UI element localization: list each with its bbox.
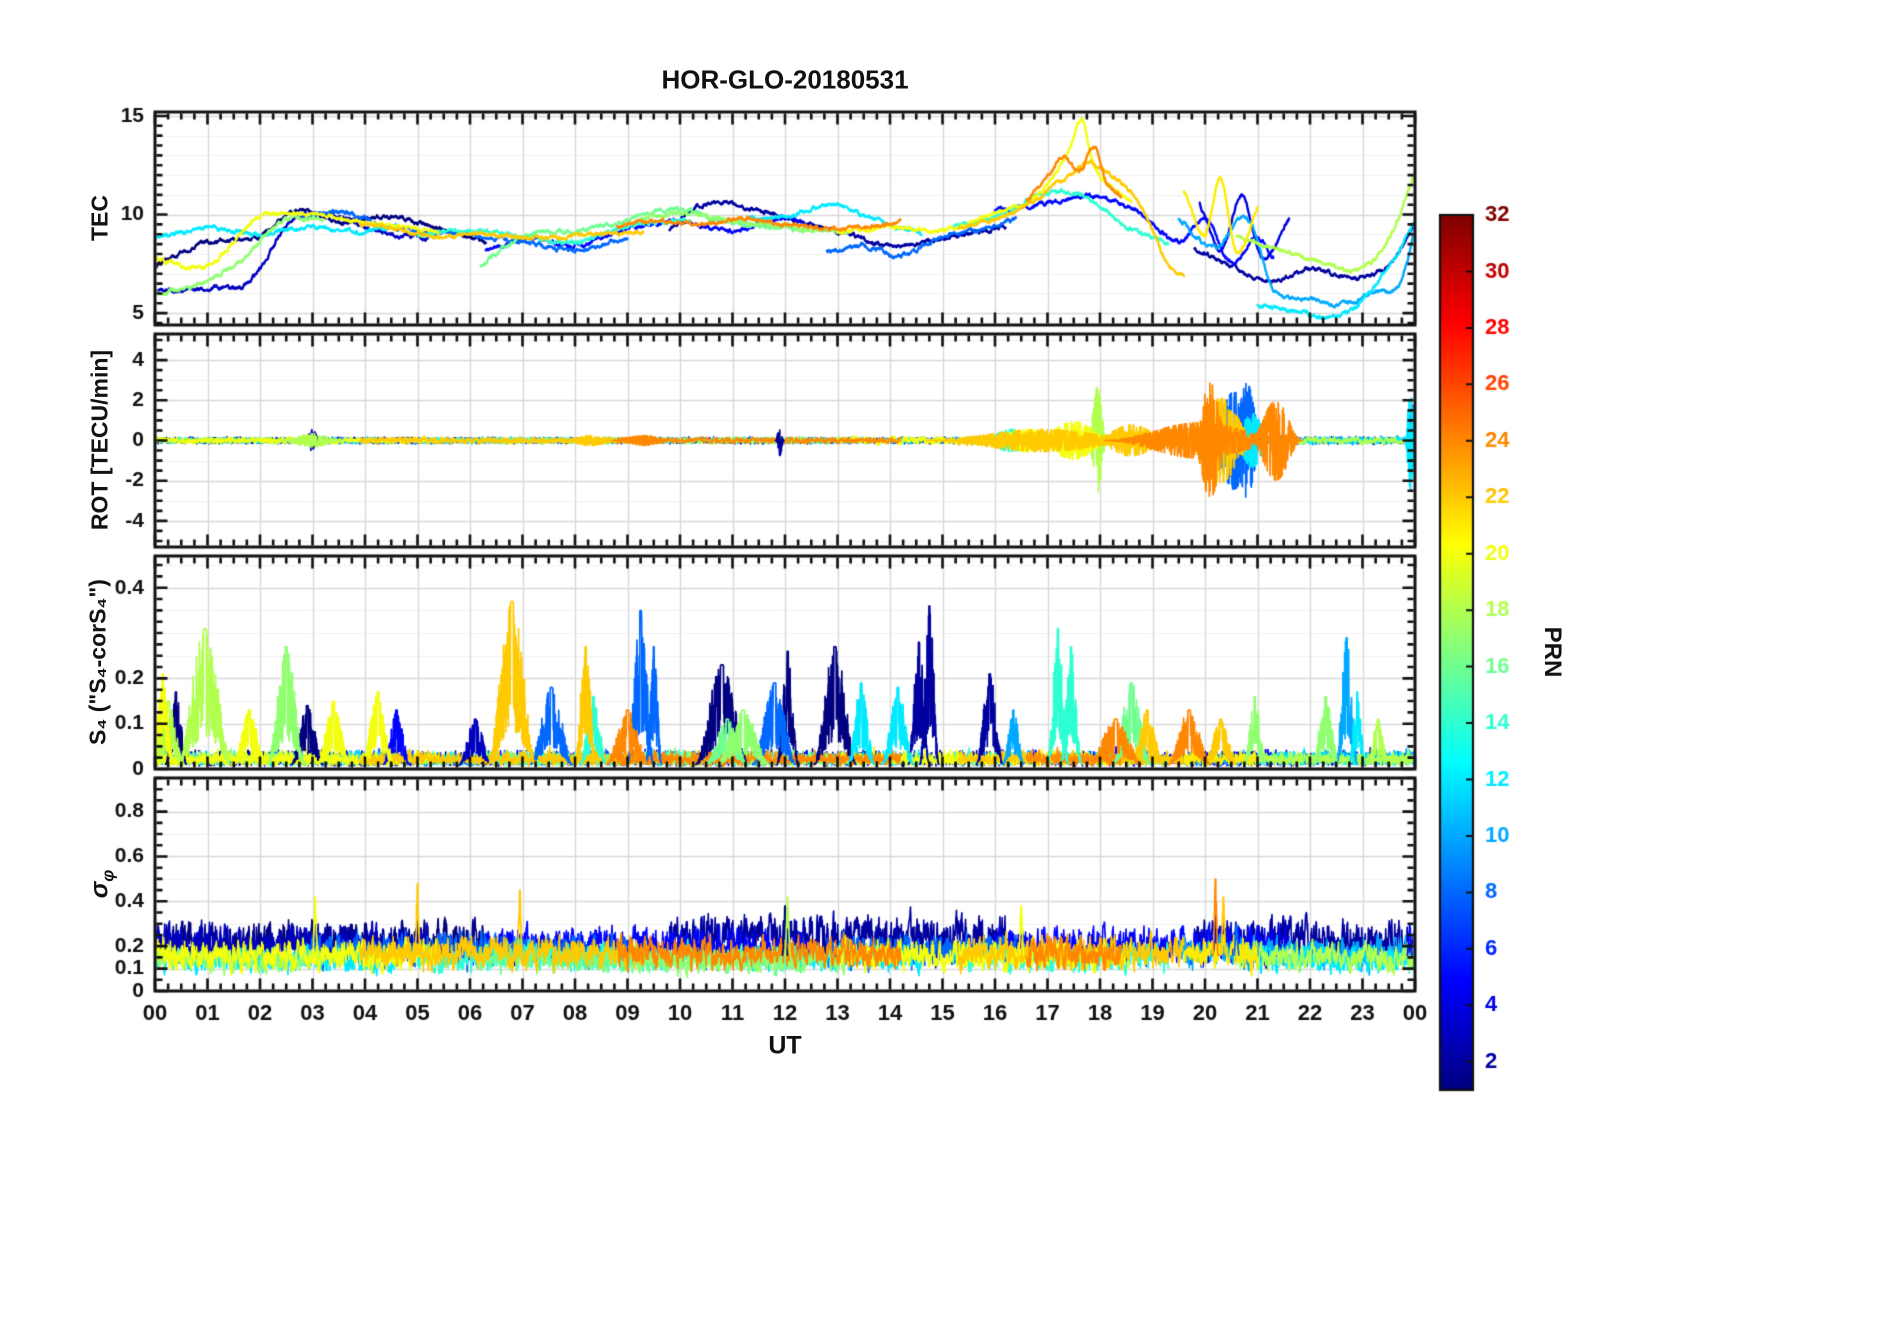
rot-y-axis-label: ROT [TECU/min]	[86, 349, 113, 531]
colorbar-label: PRN	[1539, 626, 1566, 678]
x-axis-label: UT	[768, 1031, 802, 1060]
phi-subscript: φ	[98, 869, 118, 882]
s4-y-axis-label: S₄ ("S₄-corS₄")	[84, 579, 111, 745]
sigma-phi-y-axis-label: σφ	[86, 870, 119, 899]
chart-title: HOR-GLO-20180531	[661, 64, 909, 95]
tec-y-axis-label: TEC	[86, 195, 113, 241]
sigma-symbol: σ	[85, 881, 114, 899]
